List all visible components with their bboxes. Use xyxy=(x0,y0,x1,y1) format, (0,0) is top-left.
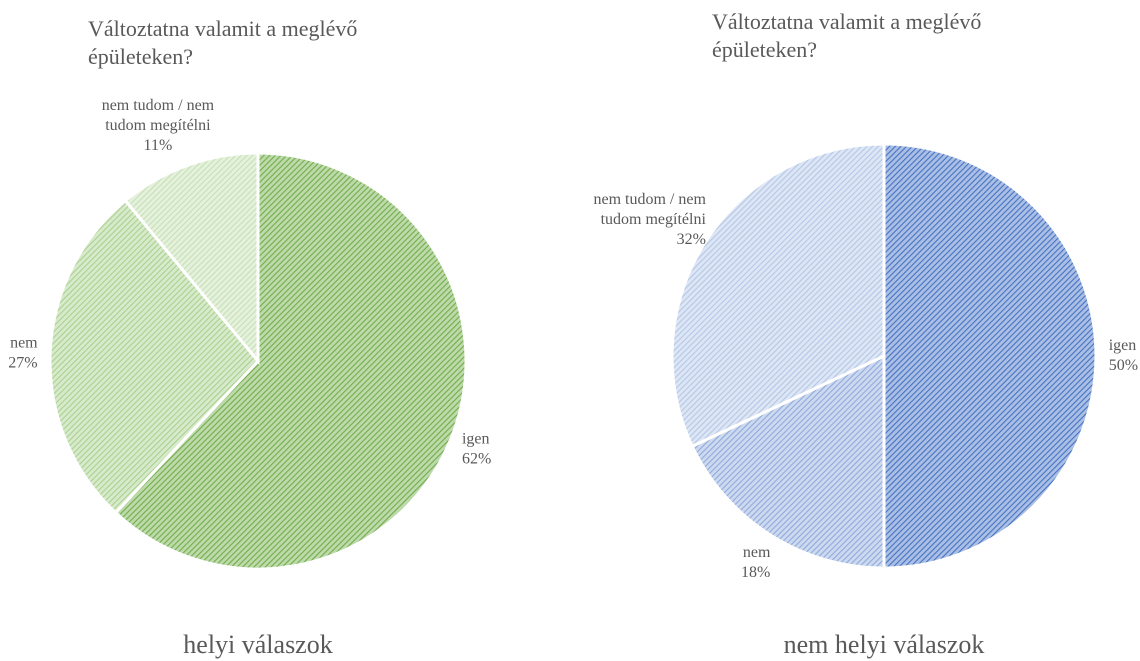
slice-label: nem tudom / nem tudom megítélni 32% xyxy=(556,190,706,250)
value-label: 62% xyxy=(461,450,492,468)
pie-slice xyxy=(113,151,468,571)
slice-label: igen 62% xyxy=(462,430,491,470)
category-label: igen xyxy=(461,430,490,448)
category-label: nem tudom / nem tudom megítélni xyxy=(593,190,706,228)
category-label: nem xyxy=(742,543,771,561)
value-label: 27% xyxy=(8,354,38,372)
pie-slice xyxy=(690,353,886,570)
pie-slice xyxy=(48,198,260,515)
pie-slice xyxy=(882,142,1098,570)
pie-slice xyxy=(670,142,886,449)
chart-caption: nem helyi válaszok xyxy=(783,630,985,659)
slice-label: nem tudom / nem tudom megítélni 11% xyxy=(83,95,233,155)
chart-title: Változtatna valamit a meglévő épületeken… xyxy=(712,9,982,62)
category-label: nem xyxy=(10,334,38,352)
pie-slice xyxy=(123,151,260,366)
value-label: 32% xyxy=(676,230,706,248)
category-label: igen xyxy=(1108,337,1137,354)
chart-title: Változtatna valamit a meglévő épületeken… xyxy=(88,16,358,69)
slice-label: nem 27% xyxy=(8,333,37,373)
value-label: 11% xyxy=(143,136,173,154)
slice-label: igen 50% xyxy=(1109,336,1138,376)
slice-label: nem 18% xyxy=(741,543,770,583)
chart-caption: helyi válaszok xyxy=(183,630,333,659)
value-label: 50% xyxy=(1108,357,1139,374)
value-label: 18% xyxy=(741,563,771,581)
category-label: nem tudom / nem tudom megítélni xyxy=(101,96,215,134)
